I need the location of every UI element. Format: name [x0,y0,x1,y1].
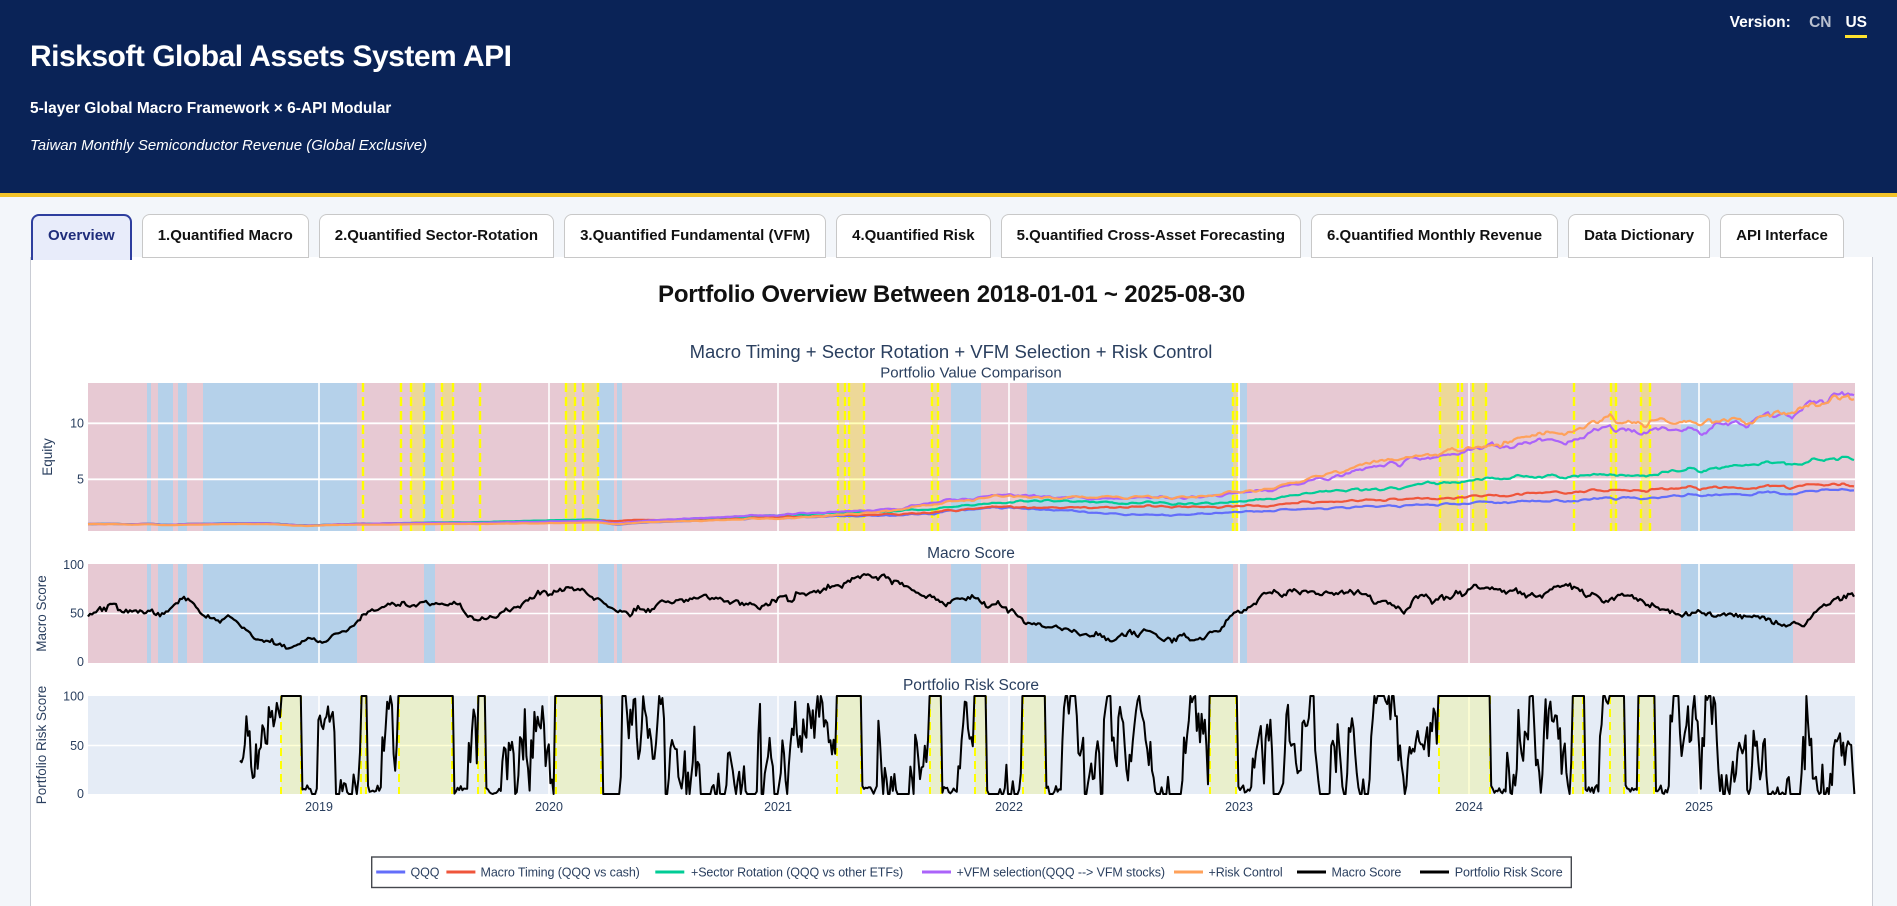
svg-text:0: 0 [77,655,84,669]
svg-text:Macro Score: Macro Score [1332,866,1402,880]
svg-text:+VFM selection(QQQ --> VFM sto: +VFM selection(QQQ --> VFM stocks) [957,866,1165,880]
svg-text:Macro Score: Macro Score [927,545,1015,562]
svg-text:100: 100 [63,690,84,704]
svg-text:2019: 2019 [305,800,333,814]
svg-text:2021: 2021 [764,800,792,814]
svg-text:Macro Score: Macro Score [34,575,49,652]
svg-text:0: 0 [77,787,84,801]
svg-text:10: 10 [70,417,84,431]
svg-text:Portfolio Risk Score: Portfolio Risk Score [903,677,1039,694]
svg-text:Portfolio Value Comparison: Portfolio Value Comparison [880,365,1061,382]
svg-text:50: 50 [70,607,84,621]
svg-text:+Risk Control: +Risk Control [1209,866,1283,880]
svg-text:2020: 2020 [535,800,563,814]
svg-text:5: 5 [77,473,84,487]
svg-text:+Sector Rotation (QQQ vs other: +Sector Rotation (QQQ vs other ETFs) [691,866,903,880]
svg-text:100: 100 [63,558,84,572]
svg-text:2025: 2025 [1685,800,1713,814]
svg-text:Portfolio Risk Score: Portfolio Risk Score [34,686,49,805]
svg-text:Equity: Equity [40,438,55,476]
svg-text:Portfolio Risk Score: Portfolio Risk Score [1455,866,1563,880]
svg-text:2022: 2022 [995,800,1023,814]
svg-text:50: 50 [70,739,84,753]
svg-text:QQQ: QQQ [411,866,440,880]
svg-text:2024: 2024 [1455,800,1483,814]
svg-text:Macro Timing (QQQ vs cash): Macro Timing (QQQ vs cash) [481,866,640,880]
svg-text:Macro Timing + Sector Rotation: Macro Timing + Sector Rotation + VFM Sel… [690,341,1213,362]
svg-text:2023: 2023 [1225,800,1253,814]
